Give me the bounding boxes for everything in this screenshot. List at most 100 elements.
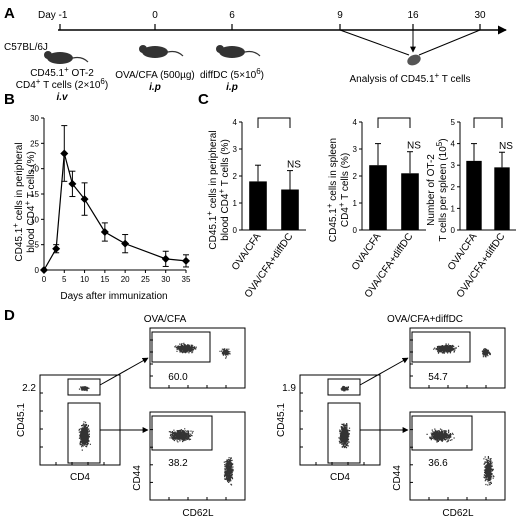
x-axis-label: CD62L: [182, 508, 214, 519]
line-chart-b: 0 5 10 15 20 25 30 0 5 10 15 20 25 30 35: [30, 114, 191, 284]
event-dots: [338, 423, 351, 449]
spleen-icon: [407, 54, 421, 66]
y-axis-label: CD45.1: [16, 403, 27, 437]
analysis-label: Analysis of CD45.1+ T cells: [349, 71, 470, 85]
bar: [466, 160, 482, 230]
significance-label: NS: [287, 160, 301, 171]
bar: [281, 189, 299, 230]
event-dots: [433, 343, 460, 354]
y-tick-label: 20: [30, 165, 39, 174]
day-label: 30: [474, 10, 486, 21]
event-dots: [174, 342, 197, 354]
day-label: 9: [337, 10, 343, 21]
arrow: [359, 357, 409, 386]
y-tick-label: 2: [353, 172, 358, 181]
panel-label-c: C: [198, 91, 209, 108]
data-point: [80, 195, 89, 204]
y-axis-label: CD45.1: [276, 403, 287, 437]
gate-percentage: 54.7: [428, 372, 448, 383]
data-point: [52, 244, 61, 253]
x-tick-label: 0: [42, 275, 47, 284]
x-axis-label: CD62L: [442, 508, 474, 519]
y-axis-label: Number of OT-2: [426, 154, 437, 226]
y-tick-label: 0: [353, 226, 358, 235]
event-dots: [340, 385, 349, 392]
data-point: [100, 228, 109, 236]
y-tick-label: 4: [353, 118, 358, 127]
mouse-icon: [139, 45, 184, 58]
day-label: Day -1: [38, 10, 68, 21]
y-axis-label: blood CD4+ T cells (%): [23, 151, 37, 253]
y-tick-label: 10: [30, 215, 39, 224]
y-axis-label: CD45.1+ cells in peripheral: [205, 130, 219, 249]
gate-percentage: 2.2: [22, 383, 36, 394]
y-tick-label: 5: [451, 118, 456, 127]
main-plot: [299, 374, 381, 466]
sub-plot-upper: [149, 327, 246, 389]
event-dots: [483, 456, 495, 486]
x-axis-label: CD4: [330, 472, 350, 483]
mouse-strain: C57BL/6J: [4, 42, 48, 53]
x-axis-label: Days after immunization: [60, 291, 167, 302]
bar: [369, 165, 387, 230]
y-tick-label: 0: [451, 226, 456, 235]
series-line: [43, 153, 187, 271]
y-tick-label: 3: [353, 145, 358, 154]
mouse-icon: [216, 45, 261, 58]
mouse-icon: [44, 51, 89, 64]
panel-label-a: A: [4, 5, 15, 22]
y-tick-label: 4: [451, 140, 456, 149]
y-tick-label: 3: [451, 161, 456, 170]
gate-percentage: 60.0: [168, 372, 188, 383]
gate: [411, 415, 473, 451]
x-axis-label: CD4: [70, 472, 90, 483]
group-title: OVA/CFA+diffDC: [387, 314, 463, 325]
x-tick-label: 35: [182, 275, 191, 284]
y-axis-label: T cells per spleen (105): [435, 138, 449, 241]
diffdc-route: i.p: [226, 82, 238, 93]
y-tick-label: 25: [30, 139, 39, 148]
gate-upper: [327, 378, 361, 396]
y-tick-label: 30: [30, 114, 39, 123]
arrow: [99, 357, 149, 386]
data-point: [121, 239, 130, 248]
y-tick-label: 4: [233, 118, 238, 127]
immunization-label: OVA/CFA (500µg): [115, 70, 195, 81]
event-dots: [219, 348, 231, 359]
x-tick-label: 10: [80, 275, 89, 284]
gate-percentage: 36.6: [428, 458, 448, 469]
timeline: Day -1 0 6 9 16 30 C57BL/6J CD45.1+ OT-2: [4, 10, 507, 103]
event-dots: [223, 457, 234, 486]
y-tick-label: 1: [451, 204, 456, 213]
sub-plot-lower: [149, 411, 246, 501]
data-point: [60, 149, 69, 158]
x-tick-label: 30: [161, 275, 170, 284]
panel-label-b: B: [4, 91, 15, 108]
x-tick-label: 5: [62, 275, 67, 284]
day-label: 16: [407, 10, 419, 21]
significance-bracket: [473, 117, 503, 128]
gate-percentage: 38.2: [168, 458, 188, 469]
gate: [151, 331, 211, 363]
data-point: [182, 256, 190, 265]
main-plot: [39, 374, 121, 466]
y-tick-label: 15: [30, 190, 39, 199]
gate-percentage: 1.9: [282, 383, 296, 394]
group-title: OVA/CFA: [144, 314, 187, 325]
gate-lower: [327, 402, 361, 464]
y-axis-label: CD45.1+ cells in peripheral: [11, 142, 25, 261]
data-point: [68, 179, 77, 188]
flow-cytometry: OVA/CFA 2.2 CD4 CD45.1 60.0 38.2 CD62L CD44 OVA/…: [16, 314, 506, 519]
event-dots: [426, 428, 455, 443]
y-tick-label: 3: [233, 145, 238, 154]
y-tick-label: 0: [35, 266, 40, 275]
gate-upper: [67, 378, 101, 396]
x-tick-label: 25: [141, 275, 150, 284]
x-tick-label: 15: [100, 275, 109, 284]
significance-label: NS: [407, 141, 421, 152]
data-point: [40, 266, 48, 274]
bar: [249, 181, 267, 230]
bar: [494, 167, 510, 230]
immunization-route: i.p: [149, 82, 161, 93]
